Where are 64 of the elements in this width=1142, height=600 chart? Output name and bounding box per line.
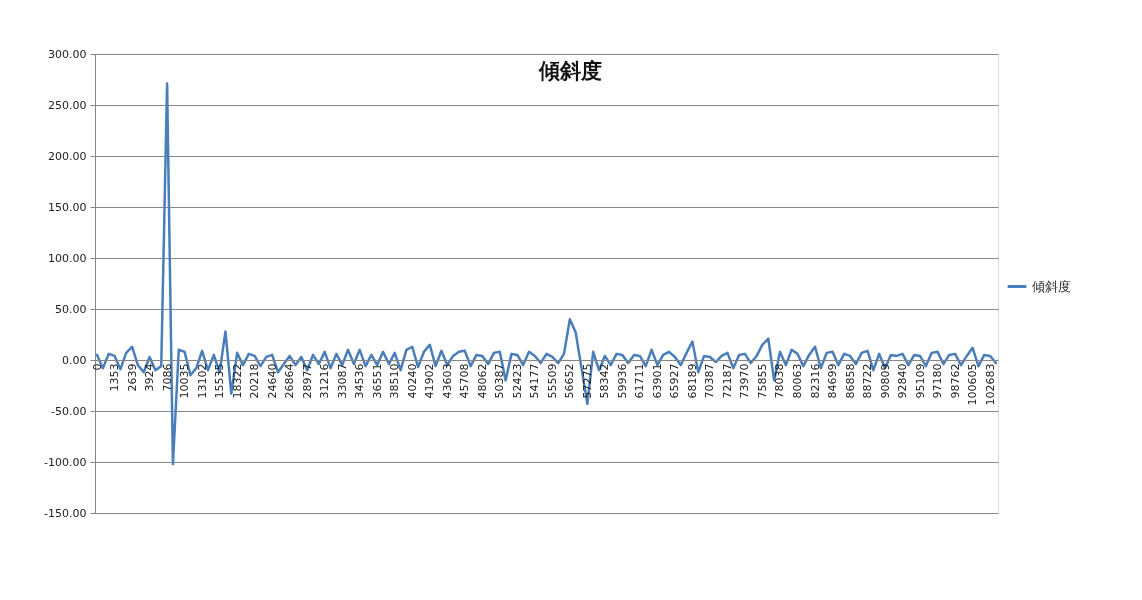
x-tick-label: 80063 — [791, 363, 804, 399]
x-tick-label: 15535 — [213, 363, 227, 399]
x-tick-label: 1353 — [108, 363, 122, 392]
x-tick-label: 58342 — [598, 363, 612, 399]
x-tick-label: 82316 — [808, 363, 822, 399]
y-tick-label: 100.00 — [48, 251, 87, 265]
x-tick-label: 70387 — [703, 363, 717, 399]
x-tick-label: 65927 — [668, 363, 682, 399]
x-tick-label: 18322 — [230, 363, 244, 399]
y-tick-label: 0.00 — [62, 353, 87, 367]
x-tick-label: 72187 — [720, 363, 734, 399]
x-tick-label: 86858 — [843, 363, 857, 399]
x-tick-label: 38510 — [388, 363, 402, 399]
y-tick-label: 150.00 — [48, 200, 87, 214]
y-tick-label: -50.00 — [51, 404, 87, 418]
x-tick-label: 75855 — [755, 363, 769, 399]
x-tick-label: 95109 — [913, 363, 927, 399]
x-tick-label: 88722 — [861, 363, 875, 399]
x-tick-label: 45708 — [458, 363, 472, 399]
x-tick-label: 90809 — [878, 363, 892, 399]
x-tick-label: 0 — [90, 363, 104, 371]
x-tick-label: 24640 — [265, 363, 279, 399]
x-tick-label: 41902 — [423, 363, 437, 399]
x-tick-label: 2639 — [125, 363, 139, 392]
y-tick-label: 250.00 — [48, 98, 87, 112]
x-tick-label: 34536 — [353, 363, 367, 399]
x-tick-label: 26864 — [283, 363, 297, 399]
y-tick-label: -150.00 — [44, 506, 87, 520]
x-tick-label: 78038 — [773, 363, 787, 399]
x-tick-label: 73970 — [738, 363, 752, 399]
x-tick-label: 92840 — [896, 363, 910, 399]
x-tick-label: 40240 — [405, 363, 419, 399]
x-tick-label: 55509 — [545, 363, 559, 399]
x-tick-label: 20218 — [248, 363, 262, 399]
x-tick-label: 57275 — [580, 363, 594, 399]
x-tick-label: 13102 — [195, 363, 209, 399]
y-tick-label: 300.00 — [48, 47, 87, 61]
x-tick-label: 33087 — [335, 363, 349, 399]
x-tick-label: 102683 — [983, 363, 997, 406]
x-tick-label: 28977 — [300, 363, 314, 399]
x-tick-label: 48062 — [475, 363, 489, 399]
x-tick-label: 63901 — [650, 363, 664, 399]
x-tick-label: 3924 — [143, 363, 157, 392]
chart-title: 傾斜度 — [538, 59, 602, 83]
x-tick-label: 36551 — [370, 363, 384, 399]
x-tick-label: 54177 — [528, 363, 542, 399]
x-tick-label: 84699 — [826, 363, 840, 399]
x-tick-label: 10035 — [178, 363, 192, 399]
x-tick-label: 43603 — [440, 363, 454, 399]
y-tick-label: 50.00 — [55, 302, 87, 316]
x-tick-label: 52423 — [510, 363, 524, 399]
y-tick-label: 200.00 — [48, 149, 87, 163]
x-tick-label: 68189 — [685, 363, 699, 399]
legend-label: 傾斜度 — [1032, 278, 1071, 294]
x-tick-label: 7086 — [160, 363, 174, 392]
x-tick-label: 98762 — [948, 363, 962, 399]
x-tick-label: 50387 — [493, 363, 507, 399]
x-tick-label: 59936 — [615, 363, 629, 399]
x-tick-label: 56652 — [563, 363, 577, 399]
x-tick-label: 61711 — [633, 363, 647, 399]
x-tick-label: 100605 — [966, 363, 980, 406]
x-tick-label: 97180 — [931, 363, 945, 399]
y-tick-label: -100.00 — [44, 455, 87, 469]
x-tick-label: 31216 — [318, 363, 332, 399]
